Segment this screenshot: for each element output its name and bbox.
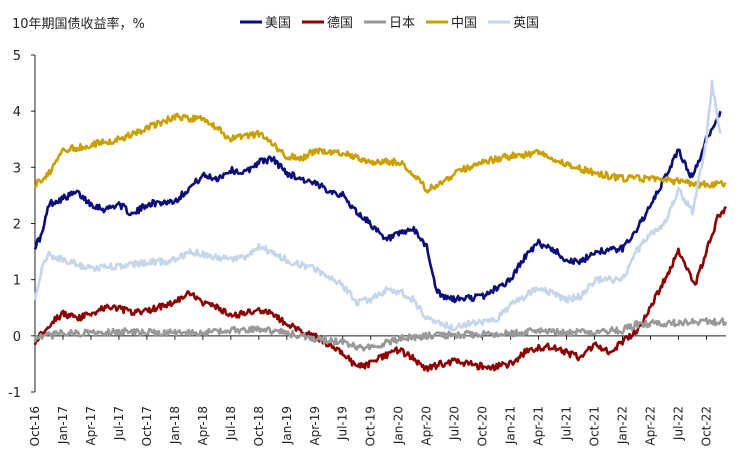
x-tick-label: Apr-22 [643, 406, 657, 446]
x-tick-label: Oct-22 [699, 406, 713, 446]
series-line-5 [33, 79, 722, 332]
x-tick-label: Jul-21 [560, 406, 574, 441]
y-tick-label: 4 [13, 105, 21, 120]
x-tick-label: Jul-17 [112, 406, 126, 441]
y-tick-label: 0 [13, 330, 21, 345]
series-line-3 [33, 317, 728, 352]
x-tick-label: Oct-18 [252, 406, 266, 446]
legend-item: 英国 [488, 16, 539, 31]
legend-item: 美国 [240, 16, 291, 31]
x-tick-label: Apr-19 [308, 406, 322, 446]
x-tick-label: Oct-16 [28, 406, 42, 446]
x-tick-label: Oct-21 [588, 406, 602, 446]
y-tick-label: -1 [8, 386, 21, 401]
y-tick-label: 1 [13, 274, 21, 289]
series-line-4 [33, 112, 727, 194]
x-tick-label: Jan-17 [56, 406, 70, 445]
x-tick-label: Oct-17 [140, 406, 154, 446]
x-tick-label: Jul-20 [448, 406, 462, 441]
y-tick-label: 2 [13, 218, 21, 233]
series-line-1 [33, 110, 722, 304]
y-tick-label: 3 [13, 161, 21, 176]
x-tick-label: Apr-17 [84, 406, 98, 446]
x-tick-label: Apr-20 [420, 406, 434, 446]
legend-label: 中国 [451, 16, 477, 31]
x-tick-label: Jan-18 [168, 406, 182, 445]
legend-label: 美国 [265, 16, 291, 31]
legend-label: 英国 [513, 16, 539, 31]
x-tick-label: Oct-19 [364, 406, 378, 446]
series-layer [33, 79, 728, 373]
x-tick-label: Jan-19 [280, 406, 294, 445]
y-tick-label: 5 [13, 49, 21, 64]
legend: 美国 德国 日本 中国 英国 [240, 16, 539, 31]
x-tick-label: Apr-18 [196, 406, 210, 446]
x-tick-label: Oct-20 [476, 406, 490, 446]
x-tick-label: Jul-22 [671, 406, 685, 441]
legend-label: 德国 [327, 16, 353, 31]
x-tick-label: Apr-21 [532, 406, 546, 446]
x-tick-label: Jan-22 [615, 406, 629, 445]
series-line-2 [33, 205, 728, 373]
x-tick-label: Jul-18 [224, 406, 238, 441]
legend-item: 中国 [426, 16, 477, 31]
x-tick-label: Jul-19 [336, 406, 350, 441]
legend-item: 德国 [302, 16, 353, 31]
legend-label: 日本 [389, 16, 415, 31]
x-tick-label: Jan-21 [504, 406, 518, 445]
x-tick-label: Jan-20 [392, 406, 406, 445]
axes: 5 4 3 2 1 0 -1 Oct-16 Jan-17 Apr-17 Jul-17 Oct-17 Ja… [8, 49, 726, 446]
chart-title: 10年期国债收益率，% [12, 16, 145, 32]
legend-item: 日本 [364, 16, 415, 31]
